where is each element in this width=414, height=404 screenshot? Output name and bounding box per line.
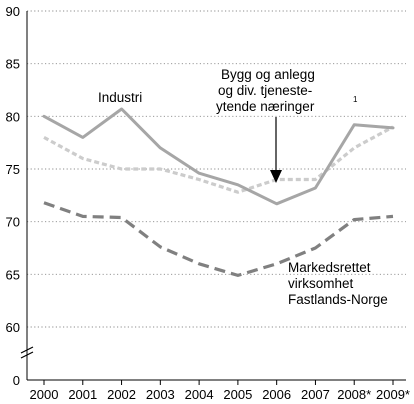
series-line-industri (42, 107, 395, 206)
x-tick-label: 2008* (337, 387, 371, 402)
axes (20, 11, 406, 381)
y-tick-label: 90 (6, 4, 20, 19)
series-line-bygg (43, 125, 394, 194)
annotation-marked-line-1: virksomhet (288, 276, 354, 291)
y-tick-label-floor: 0 (13, 373, 20, 388)
y-tick-label: 65 (6, 267, 20, 282)
annotation-marked-line-2: Fastlands-Norge (288, 292, 388, 307)
annotation-bygg-line-2: ytende næringer (216, 99, 315, 114)
x-tick-label: 2003 (146, 387, 175, 402)
x-tick-label: 2000 (30, 387, 59, 402)
series-lines (42, 107, 395, 277)
x-tick-label: 2006 (262, 387, 291, 402)
annotation-bygg-line-0: Bygg og anlegg (221, 67, 315, 82)
axis-break-marker (20, 346, 34, 359)
annotation-arrow-head (270, 170, 282, 183)
x-tick-label: 2002 (107, 387, 136, 402)
y-tick-label: 75 (6, 162, 20, 177)
y-tick-label: 60 (6, 320, 20, 335)
y-tick-labels: 60 65 70 75 80 85 90 0 (6, 4, 20, 388)
annotation-marked-line-0: Markedsrettet (288, 260, 371, 275)
x-tick-label: 2007 (301, 387, 330, 402)
x-tick-label: 2005 (223, 387, 252, 402)
x-tick-labels: 2000 2001 2002 2003 2004 2005 2006 2007 2008* 200… (30, 380, 410, 402)
annotation-bygg-line-1: og div. tjeneste- (218, 83, 312, 98)
x-tick-label: 2009* (376, 387, 410, 402)
series-line-marked (43, 201, 394, 277)
y-tick-label: 85 (6, 57, 20, 72)
x-tick-label: 2004 (185, 387, 214, 402)
y-tick-label: 80 (6, 109, 20, 124)
y-tick-label: 70 (6, 215, 20, 230)
annotation-industri-line-0: Industri (98, 90, 142, 105)
annotation-bygg-footnote: 1 (353, 95, 358, 104)
annotations: Industri Bygg og anlegg og div. tjeneste… (98, 67, 388, 307)
x-tick-label: 2001 (68, 387, 97, 402)
